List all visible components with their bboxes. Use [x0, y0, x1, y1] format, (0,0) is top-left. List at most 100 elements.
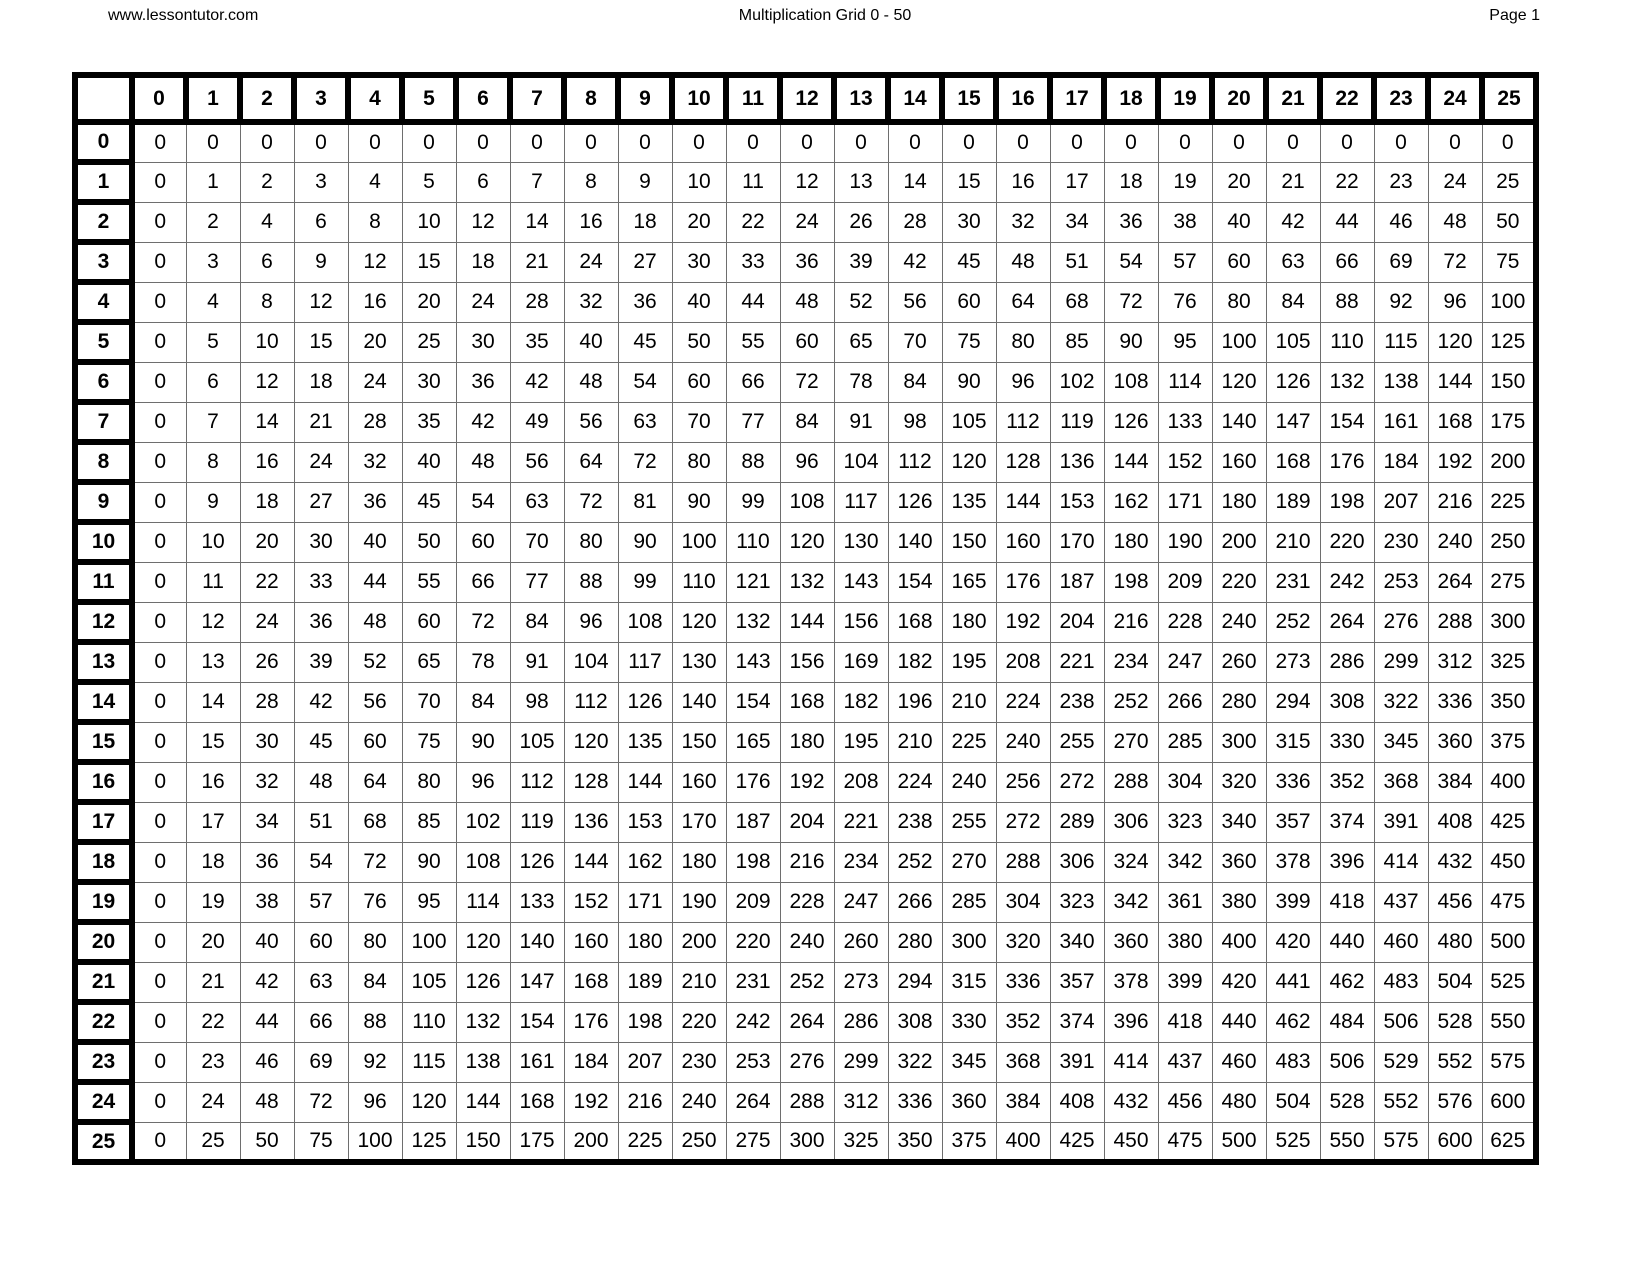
grid-cell: 136: [563, 801, 619, 843]
grid-cell: 11: [725, 161, 781, 203]
grid-cell: 272: [995, 801, 1051, 843]
grid-cell: 270: [1103, 721, 1159, 763]
grid-cell: 200: [1481, 441, 1537, 483]
grid-cell: 0: [131, 441, 187, 483]
grid-cell: 0: [131, 321, 187, 363]
grid-cell: 46: [1373, 201, 1429, 243]
grid-cell: 180: [1103, 521, 1159, 563]
grid-cell: 50: [239, 1121, 295, 1163]
grid-cell: 315: [941, 961, 997, 1003]
grid-cell: 126: [887, 481, 943, 523]
grid-cell: 414: [1103, 1041, 1159, 1083]
grid-row-header: 19: [72, 879, 135, 925]
grid-cell: 408: [1049, 1081, 1105, 1123]
grid-cell: 400: [1211, 921, 1267, 963]
grid-cell: 36: [239, 841, 295, 883]
grid-cell: 54: [455, 481, 511, 523]
grid-cell: 320: [1211, 761, 1267, 803]
grid-cell: 90: [401, 841, 457, 883]
grid-cell: 380: [1157, 921, 1213, 963]
grid-cell: 140: [887, 521, 943, 563]
grid-cell: 51: [293, 801, 349, 843]
grid-cell: 0: [131, 521, 187, 563]
grid-cell: 30: [401, 361, 457, 403]
grid-cell: 240: [1211, 601, 1267, 643]
grid-cell: 24: [347, 361, 403, 403]
grid-cell: 18: [239, 481, 295, 523]
grid-cell: 374: [1319, 801, 1375, 843]
grid-cell: 189: [1265, 481, 1321, 523]
grid-cell: 72: [347, 841, 403, 883]
grid-cell: 153: [1049, 481, 1105, 523]
grid-row-header: 2: [72, 199, 135, 245]
grid-cell: 34: [1049, 201, 1105, 243]
grid-cell: 22: [725, 201, 781, 243]
grid-cell: 171: [1157, 481, 1213, 523]
grid-cell: 72: [455, 601, 511, 643]
grid-cell: 399: [1157, 961, 1213, 1003]
grid-column-header: 3: [291, 72, 351, 125]
grid-cell: 192: [995, 601, 1051, 643]
grid-cell: 40: [347, 521, 403, 563]
grid-cell: 198: [617, 1001, 673, 1043]
grid-cell: 18: [293, 361, 349, 403]
grid-cell: 207: [1373, 481, 1429, 523]
grid-cell: 45: [617, 321, 673, 363]
grid-cell: 0: [131, 801, 187, 843]
grid-cell: 345: [1373, 721, 1429, 763]
grid-cell: 441: [1265, 961, 1321, 1003]
grid-cell: 23: [1373, 161, 1429, 203]
grid-cell: 64: [347, 761, 403, 803]
grid-cell: 209: [1157, 561, 1213, 603]
grid-cell: 44: [725, 281, 781, 323]
grid-cell: 65: [833, 321, 889, 363]
grid-column-header: 20: [1209, 72, 1269, 125]
grid-cell: 420: [1265, 921, 1321, 963]
grid-cell: 32: [347, 441, 403, 483]
grid-cell: 182: [833, 681, 889, 723]
grid-cell: 150: [1481, 361, 1537, 403]
grid-cell: 480: [1211, 1081, 1267, 1123]
grid-cell: 216: [1103, 601, 1159, 643]
grid-cell: 40: [563, 321, 619, 363]
grid-cell: 126: [509, 841, 565, 883]
grid-cell: 483: [1373, 961, 1429, 1003]
grid-cell: 140: [1211, 401, 1267, 443]
grid-cell: 0: [131, 241, 187, 283]
grid-cell: 36: [293, 601, 349, 643]
grid-cell: 144: [563, 841, 619, 883]
grid-cell: 112: [887, 441, 943, 483]
grid-column-header: 6: [453, 72, 513, 125]
grid-cell: 40: [1211, 201, 1267, 243]
grid-cell: 198: [1319, 481, 1375, 523]
grid-cell: 144: [1103, 441, 1159, 483]
grid-cell: 437: [1157, 1041, 1213, 1083]
grid-cell: 0: [131, 201, 187, 243]
grid-cell: 33: [725, 241, 781, 283]
grid-cell: 528: [1427, 1001, 1483, 1043]
grid-cell: 0: [347, 121, 403, 163]
grid-cell: 414: [1373, 841, 1429, 883]
grid-cell: 176: [995, 561, 1051, 603]
grid-cell: 336: [887, 1081, 943, 1123]
grid-cell: 12: [455, 201, 511, 243]
grid-cell: 70: [671, 401, 727, 443]
grid-cell: 288: [995, 841, 1051, 883]
grid-cell: 75: [401, 721, 457, 763]
grid-cell: 96: [995, 361, 1051, 403]
grid-cell: 13: [833, 161, 889, 203]
grid-cell: 150: [671, 721, 727, 763]
grid-cell: 288: [1427, 601, 1483, 643]
grid-cell: 6: [239, 241, 295, 283]
grid-cell: 25: [1481, 161, 1537, 203]
grid-cell: 204: [1049, 601, 1105, 643]
grid-cell: 144: [995, 481, 1051, 523]
grid-cell: 24: [1427, 161, 1483, 203]
grid-cell: 56: [509, 441, 565, 483]
grid-cell: 100: [671, 521, 727, 563]
grid-row: 11 0 11 22 33 44 55 66 77 88 99 110 121 132 143 154 165 1…: [72, 559, 1537, 605]
grid-cell: 96: [563, 601, 619, 643]
grid-row-header: 16: [72, 759, 135, 805]
grid-cell: 0: [185, 121, 241, 163]
